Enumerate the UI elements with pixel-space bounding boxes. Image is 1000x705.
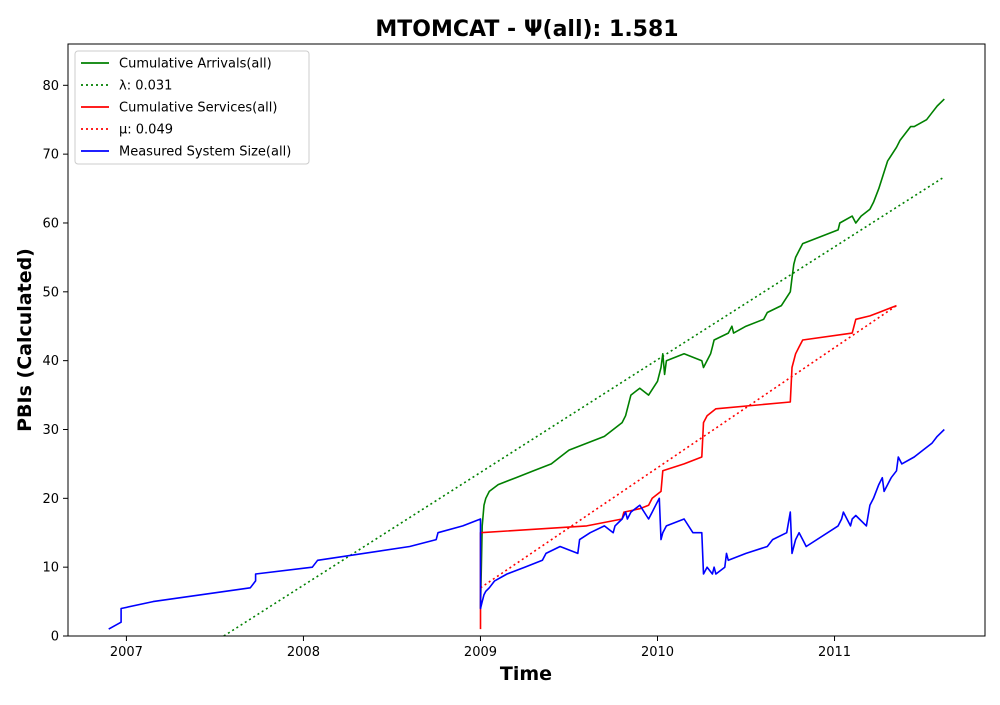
y-axis: 0 10 20 30 40 50 60 70 80 xyxy=(42,79,68,645)
x-tick-label: 2007 xyxy=(110,645,143,660)
x-axis: 2007 2008 2009 2010 2011 xyxy=(110,636,851,660)
legend-frame xyxy=(74,50,310,165)
y-axis-label: PBIs (Calculated) xyxy=(14,248,36,432)
chart-title: MTOMCAT - Ψ(all): 1.581 xyxy=(375,17,678,42)
plot-area xyxy=(108,98,945,637)
x-tick-label: 2009 xyxy=(464,645,497,660)
legend-label: Cumulative Services(all) xyxy=(119,101,277,116)
y-tick-label: 60 xyxy=(42,216,59,231)
y-tick-label: 80 xyxy=(42,79,59,94)
y-tick-label: 0 xyxy=(51,630,59,645)
legend-label: Cumulative Arrivals(all) xyxy=(119,57,272,72)
series-line-0 xyxy=(479,98,945,609)
y-tick-label: 40 xyxy=(42,354,59,369)
series-line-1 xyxy=(223,176,945,637)
legend-label: Measured System Size(all) xyxy=(119,145,291,160)
series-line-2 xyxy=(479,304,897,630)
x-tick-label: 2010 xyxy=(641,645,674,660)
y-tick-label: 70 xyxy=(42,148,59,163)
x-tick-label: 2008 xyxy=(287,645,320,660)
series-line-4 xyxy=(108,428,945,630)
series-line-3 xyxy=(480,304,897,589)
y-tick-label: 30 xyxy=(42,423,59,438)
legend: Cumulative Arrivals(all) λ: 0.031 Cumulati… xyxy=(74,50,310,165)
y-tick-label: 20 xyxy=(42,492,59,507)
x-axis-label: Time xyxy=(500,663,552,685)
y-tick-label: 10 xyxy=(42,561,59,576)
x-tick-label: 2011 xyxy=(818,645,851,660)
plot-frame xyxy=(67,43,986,637)
legend-label: λ: 0.031 xyxy=(119,79,172,94)
legend-label: μ: 0.049 xyxy=(119,123,173,138)
y-tick-label: 50 xyxy=(42,285,59,300)
